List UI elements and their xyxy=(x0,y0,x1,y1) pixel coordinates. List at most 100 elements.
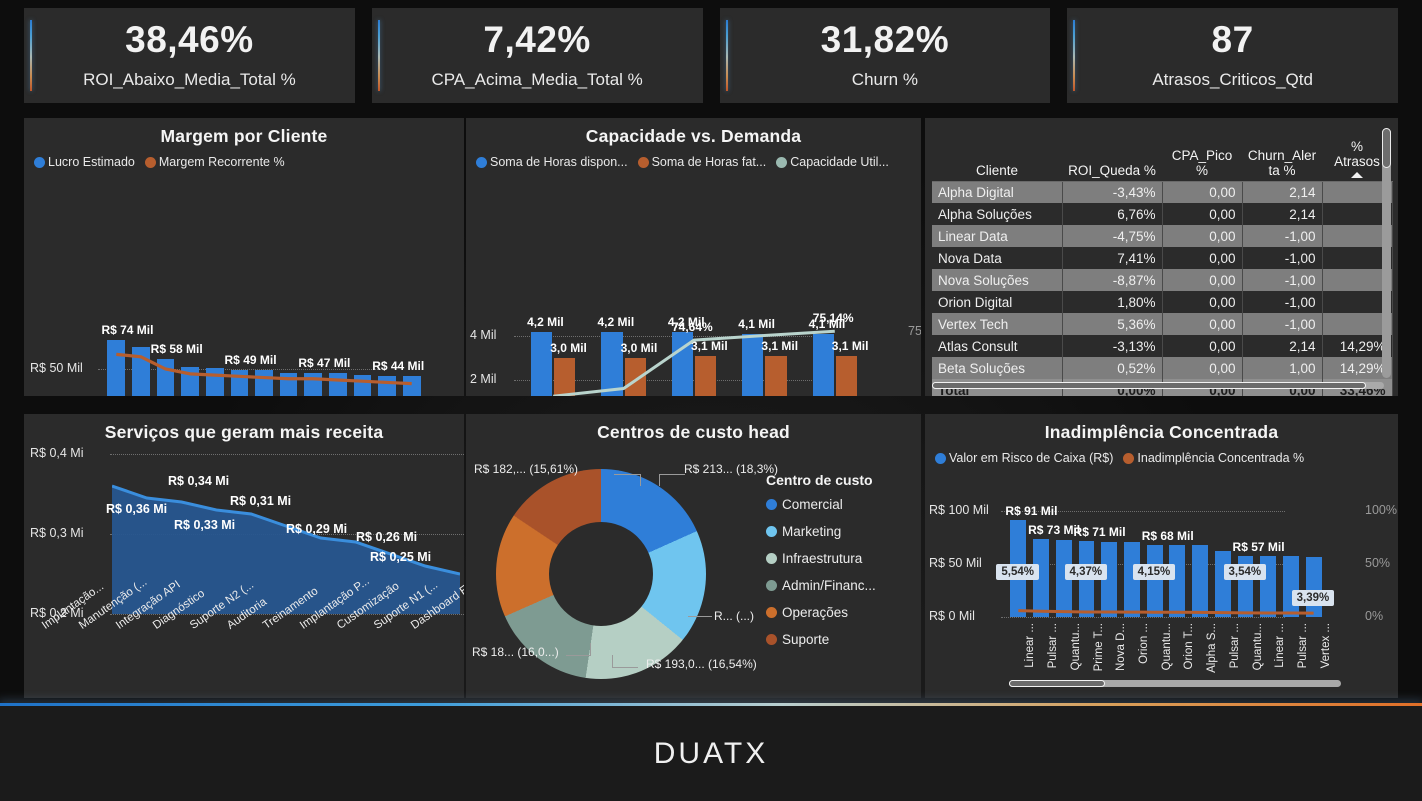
bar-disponivel[interactable] xyxy=(531,331,553,396)
column-header-churn-alerta[interactable]: Churn_Aler ta % xyxy=(1242,123,1322,182)
legend-swatch-icon xyxy=(766,580,777,591)
legend-item[interactable]: Admin/Financ... xyxy=(766,578,876,593)
legend-item[interactable]: Lucro Estimado xyxy=(34,155,135,169)
bar-faturado[interactable] xyxy=(835,355,857,396)
horizontal-scrollbar[interactable] xyxy=(1009,680,1341,687)
table-row[interactable]: Alpha Soluções 6,76% 0,00 2,14 xyxy=(932,203,1393,225)
panel-title: Capacidade vs. Demanda xyxy=(585,126,802,146)
bar[interactable] xyxy=(1169,544,1186,617)
servicos-area-series[interactable] xyxy=(112,454,460,614)
legend-item[interactable]: Soma de Horas fat... xyxy=(637,155,767,169)
callout-leader xyxy=(659,474,685,475)
cell-cpa: 0,00 xyxy=(1162,269,1243,291)
bar[interactable] xyxy=(1101,542,1118,617)
y2-axis-tick: 100% xyxy=(1365,502,1397,517)
bar[interactable] xyxy=(1033,539,1049,617)
kpi-card-churn[interactable]: 31,82% Churn % xyxy=(719,8,1051,103)
cell-atrasos xyxy=(1322,181,1393,203)
table-row[interactable]: Nova Data 7,41% 0,00 -1,00 xyxy=(932,247,1393,269)
scrollbar-thumb[interactable] xyxy=(1382,128,1391,168)
kpi-card-roi[interactable]: 38,46% ROI_Abaixo_Media_Total % xyxy=(24,8,355,103)
legend-label: Soma de Horas fat... xyxy=(651,155,767,169)
table-row[interactable]: Vertex Tech 5,36% 0,00 -1,00 xyxy=(932,313,1393,335)
column-header-cliente[interactable]: Cliente xyxy=(932,123,1062,182)
bar-disponivel[interactable] xyxy=(742,333,764,396)
kpi-card-cpa[interactable]: 7,42% CPA_Acima_Media_Total % xyxy=(371,8,703,103)
bar[interactable] xyxy=(402,376,421,396)
table-clientes-risco[interactable]: Cliente ROI_Queda % CPA_Pico % Churn_Ale… xyxy=(925,118,1398,396)
y-axis-tick: R$ 0,4 Mi xyxy=(30,446,84,460)
legend-item[interactable]: Operações xyxy=(766,605,876,620)
bar-value-label: 3,1 Mil xyxy=(831,338,869,353)
legend-item[interactable]: Capacidade Util... xyxy=(776,155,889,169)
chart-capacidade-vs-demanda[interactable]: Capacidade vs. Demanda Soma de Horas dis… xyxy=(466,118,921,396)
bar-value-label: 4,1 Mil xyxy=(808,316,846,331)
kpi-value: 87 xyxy=(1211,19,1254,60)
bar-value-label: 4,2 Mil xyxy=(527,314,564,329)
legend-item[interactable]: Suporte xyxy=(766,632,876,647)
cell-cpa: 0,00 xyxy=(1162,181,1243,203)
donut-chart[interactable] xyxy=(496,469,706,679)
scrollbar-thumb[interactable] xyxy=(932,382,1366,389)
column-header-roi-queda[interactable]: ROI_Queda % xyxy=(1062,123,1162,182)
table-row[interactable]: Nova Soluções -8,87% 0,00 -1,00 xyxy=(932,269,1393,291)
area-value-label: R$ 0,34 Mi xyxy=(168,474,230,488)
bar-disponivel[interactable] xyxy=(812,333,834,396)
kpi-accent-bar xyxy=(377,20,380,91)
cell-atrasos xyxy=(1322,313,1393,335)
bar-faturado[interactable] xyxy=(554,357,576,396)
bar-faturado[interactable] xyxy=(695,355,717,396)
column-header-cpa-pico[interactable]: CPA_Pico % xyxy=(1162,123,1242,182)
margem-line-series xyxy=(116,352,412,386)
table-row[interactable]: Alpha Digital -3,43% 0,00 2,14 xyxy=(932,181,1393,203)
legend-item[interactable]: Infraestrutura xyxy=(766,551,876,566)
chart-servicos-receita[interactable]: Serviços que geram mais receita R$ 0,2 M… xyxy=(24,414,464,698)
kpi-card-atrasos[interactable]: 87 Atrasos_Criticos_Qtd xyxy=(1067,8,1398,103)
bar[interactable] xyxy=(1146,544,1163,617)
chart-margem-por-cliente[interactable]: Margem por Cliente Lucro Estimado Margem… xyxy=(24,118,464,396)
bar-value-label: R$ 58 Mil xyxy=(150,342,203,357)
horizontal-scrollbar[interactable] xyxy=(932,382,1384,389)
scrollbar-thumb[interactable] xyxy=(1009,680,1106,687)
table-wrapper: Cliente ROI_Queda % CPA_Pico % Churn_Ale… xyxy=(932,123,1393,396)
legend-item[interactable]: Valor em Risco de Caixa (R$) xyxy=(935,451,1113,465)
bar-faturado[interactable] xyxy=(624,357,646,396)
legend-item[interactable]: Marketing xyxy=(766,524,876,539)
kpi-label: Churn % xyxy=(851,70,918,89)
bar-value-label: R$ 68 Mil xyxy=(1141,528,1194,543)
legend-item[interactable]: Comercial xyxy=(766,497,876,512)
footer-divider xyxy=(0,703,1422,706)
chart-centros-de-custo[interactable]: Centros de custo head R$ 213... (18,3%) R… xyxy=(466,414,921,698)
legend-label: Soma de Horas dispon... xyxy=(490,155,628,169)
bar[interactable] xyxy=(1123,542,1140,617)
y-axis-tick: R$ 100 Mil xyxy=(929,502,989,517)
legend-item[interactable]: Inadimplência Concentrada % xyxy=(1123,451,1304,465)
cell-roi: 5,36% xyxy=(1062,313,1163,335)
legend-item[interactable]: Margem Recorrente % xyxy=(144,155,285,169)
bar-disponivel[interactable] xyxy=(671,331,693,396)
cell-churn: 2,14 xyxy=(1242,335,1323,357)
bar-value-label: R$ 91 Mil xyxy=(1005,504,1058,519)
vertical-scrollbar[interactable] xyxy=(1382,128,1391,378)
bar[interactable] xyxy=(1192,544,1208,617)
cell-churn: -1,00 xyxy=(1242,225,1323,247)
table-row[interactable]: Beta Soluções 0,52% 0,00 1,00 14,29% xyxy=(932,357,1393,379)
bar-disponivel[interactable] xyxy=(601,331,623,396)
chart-inadimplencia-concentrada[interactable]: Inadimplência Concentrada Valor em Risco… xyxy=(925,414,1398,698)
y-axis-tick: 2 Mil xyxy=(470,371,497,386)
column-header-pct-atrasos[interactable]: % Atrasos xyxy=(1322,123,1392,182)
cell-churn: -1,00 xyxy=(1242,269,1323,291)
table-row[interactable]: Linear Data -4,75% 0,00 -1,00 xyxy=(932,225,1393,247)
callout-leader xyxy=(612,667,638,668)
legend-swatch-icon xyxy=(637,156,649,168)
bar[interactable] xyxy=(1055,540,1072,617)
legend-item[interactable]: Soma de Horas dispon... xyxy=(476,155,628,169)
bar-faturado[interactable] xyxy=(765,355,787,396)
cell-churn: -1,00 xyxy=(1242,247,1323,269)
table-row[interactable]: Atlas Consult -3,13% 0,00 2,14 14,29% xyxy=(932,335,1393,357)
kpi-accent-bar xyxy=(725,20,728,91)
cell-atrasos: 14,29% xyxy=(1322,335,1393,357)
category-label: Prime T... xyxy=(1092,623,1105,672)
table-row[interactable]: Orion Digital 1,80% 0,00 -1,00 xyxy=(932,291,1393,313)
